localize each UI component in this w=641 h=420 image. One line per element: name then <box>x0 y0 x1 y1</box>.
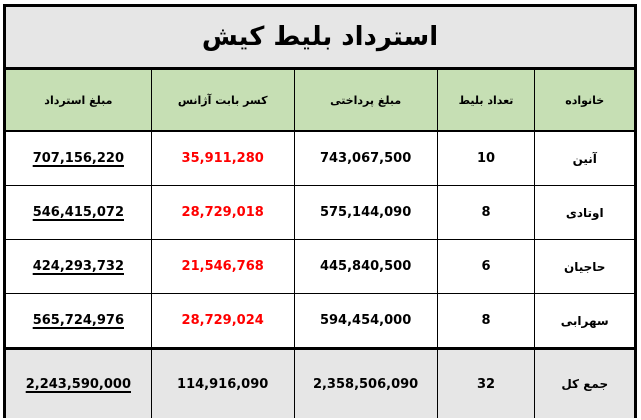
total-label: جمع کل <box>534 348 634 418</box>
refund-amount-cell: 707,156,220 <box>6 131 152 186</box>
refund-amount-value: 424,293,732 <box>32 259 124 274</box>
total-refund-amount-cell: 2,243,590,000 <box>6 348 152 418</box>
ticket-count-cell: 10 <box>436 131 536 186</box>
refund-amount-value: 707,156,220 <box>32 151 124 166</box>
ticket-count-cell: 8 <box>436 293 536 350</box>
header-family: خانواده <box>534 70 634 132</box>
family-cell: سهرابی <box>534 293 634 350</box>
refund-amount-value: 546,415,072 <box>32 205 124 220</box>
header-ticket-count: تعداد بلیط <box>436 70 536 132</box>
table-row: اوتادی 8 575,144,090 28,729,018 546,415,… <box>6 185 634 240</box>
agency-deduction-cell: 35,911,280 <box>150 131 295 186</box>
table-row: آنین 10 743,067,500 35,911,280 707,156,2… <box>6 131 634 186</box>
refund-amount-cell: 546,415,072 <box>6 185 152 240</box>
family-cell: اوتادی <box>534 185 634 240</box>
total-amount-paid: 2,358,506,090 <box>293 348 438 418</box>
header-row: خانواده تعداد بلیط مبلغ پرداختی کسر بابت… <box>6 70 634 132</box>
ticket-count-cell: 8 <box>436 185 536 240</box>
header-agency-deduction: کسر بابت آژانس <box>150 70 295 132</box>
header-amount-paid: مبلغ پرداختی <box>293 70 438 132</box>
table-row: حاجیان 6 445,840,500 21,546,768 424,293,… <box>6 239 634 294</box>
refund-amount-cell: 565,724,976 <box>6 293 152 350</box>
refund-amount-cell: 424,293,732 <box>6 239 152 294</box>
refund-table: خانواده تعداد بلیط مبلغ پرداختی کسر بابت… <box>6 70 634 418</box>
refund-sheet: استرداد بلیط کیش خانواده تعداد بلیط مبلغ… <box>3 4 637 418</box>
amount-paid-cell: 575,144,090 <box>293 185 438 240</box>
table-row: سهرابی 8 594,454,000 28,729,024 565,724,… <box>6 293 634 350</box>
amount-paid-cell: 743,067,500 <box>293 131 438 186</box>
total-refund-amount: 2,243,590,000 <box>25 376 131 392</box>
agency-deduction-cell: 21,546,768 <box>150 239 295 294</box>
ticket-count-cell: 6 <box>436 239 536 294</box>
agency-deduction-cell: 28,729,024 <box>150 293 295 350</box>
agency-deduction-cell: 28,729,018 <box>150 185 295 240</box>
sheet-title: استرداد بلیط کیش <box>6 7 634 70</box>
total-row: جمع کل 32 2,358,506,090 114,916,090 2,24… <box>6 348 634 418</box>
family-cell: آنین <box>534 131 634 186</box>
total-agency-deduction: 114,916,090 <box>150 348 295 418</box>
refund-amount-value: 565,724,976 <box>32 313 124 328</box>
total-ticket-count: 32 <box>436 348 536 418</box>
amount-paid-cell: 445,840,500 <box>293 239 438 294</box>
amount-paid-cell: 594,454,000 <box>293 293 438 350</box>
header-refund-amount: مبلغ استرداد <box>6 70 152 132</box>
family-cell: حاجیان <box>534 239 634 294</box>
